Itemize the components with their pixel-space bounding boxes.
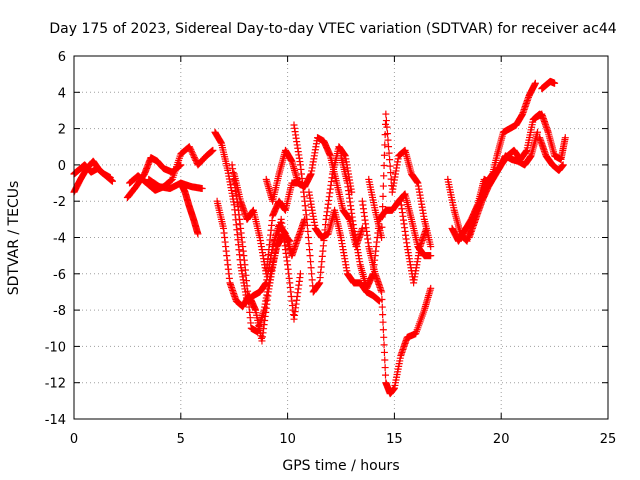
data-point xyxy=(380,333,388,341)
data-point xyxy=(381,364,389,372)
data-point xyxy=(305,240,313,248)
data-point xyxy=(106,174,114,182)
y-tick-label: -8 xyxy=(53,304,66,319)
data-point xyxy=(382,371,389,379)
data-point xyxy=(191,155,199,163)
data-point xyxy=(378,234,386,241)
data-point xyxy=(188,149,196,157)
data-point xyxy=(190,153,198,161)
data-point xyxy=(380,172,388,180)
data-point xyxy=(185,143,193,151)
x-axis-label: GPS time / hours xyxy=(282,458,399,474)
y-tick-label: 0 xyxy=(58,159,66,174)
x-tick-label: 20 xyxy=(493,432,510,447)
data-point xyxy=(379,311,387,319)
plot-frame xyxy=(73,55,609,420)
y-axis-label: SDTVAR / TECUs xyxy=(6,181,22,296)
data-point xyxy=(382,117,390,125)
data-point xyxy=(198,184,206,192)
x-tick-label: 15 xyxy=(386,432,403,447)
data-point xyxy=(186,144,194,152)
data-point xyxy=(192,156,200,164)
data-point xyxy=(305,246,313,254)
y-tick-label: -10 xyxy=(45,340,66,355)
x-tick-label: 10 xyxy=(279,432,296,447)
data-point xyxy=(382,110,390,118)
data-point xyxy=(386,156,394,164)
x-tick-label: 5 xyxy=(177,432,185,447)
y-tick-label: -14 xyxy=(45,413,66,428)
data-point xyxy=(385,149,393,157)
data-point xyxy=(378,213,386,221)
data-point xyxy=(380,151,388,159)
data-point xyxy=(304,234,312,241)
data-point xyxy=(559,161,567,169)
data-point xyxy=(189,150,197,158)
data-point xyxy=(303,221,311,229)
data-point xyxy=(381,141,389,149)
y-tick-label: 6 xyxy=(58,50,66,65)
data-point xyxy=(308,276,316,284)
data-point xyxy=(422,224,430,232)
data-point xyxy=(551,79,559,87)
y-tick-label: -6 xyxy=(53,268,66,283)
data-point xyxy=(307,258,315,266)
data-point xyxy=(187,147,195,155)
data-point xyxy=(384,136,392,144)
data-point xyxy=(427,252,435,260)
data-point xyxy=(379,203,387,211)
data-point xyxy=(385,143,393,151)
x-tick-label: 0 xyxy=(70,432,78,447)
data-point xyxy=(296,270,304,278)
chart-title: Day 175 of 2023, Sidereal Day-to-day VTE… xyxy=(49,21,616,37)
data-point xyxy=(379,318,387,326)
axis-ticks: 0 5 10 15 20 25 -14 -12 -10 -8 -6 -4 -2 0 2 4 6 xyxy=(45,50,617,447)
y-tick-label: -12 xyxy=(45,377,66,392)
data-point xyxy=(379,192,387,200)
data-point xyxy=(358,224,366,232)
data-point xyxy=(286,237,294,245)
data-point xyxy=(306,252,314,260)
data-point xyxy=(379,182,387,190)
y-tick-label: -2 xyxy=(53,195,66,210)
data-point xyxy=(386,162,394,170)
data-point xyxy=(380,162,388,170)
data-point xyxy=(380,341,388,349)
x-tick-label: 25 xyxy=(600,432,617,447)
y-tick-label: -4 xyxy=(53,232,66,247)
data-point xyxy=(383,123,391,131)
data-point xyxy=(209,146,217,154)
data-point xyxy=(427,243,435,251)
y-tick-label: 2 xyxy=(58,123,66,138)
data-point xyxy=(378,223,386,231)
data-point xyxy=(307,264,315,272)
y-tick-label: 4 xyxy=(58,86,66,101)
data-point xyxy=(383,130,391,138)
data-point xyxy=(378,303,386,311)
data-point xyxy=(304,227,312,235)
data-point xyxy=(531,79,539,87)
data-point xyxy=(427,284,435,292)
data-point xyxy=(387,169,395,177)
data-points xyxy=(70,77,569,398)
data-point xyxy=(187,146,195,154)
data-point xyxy=(303,215,311,223)
data-point xyxy=(190,152,198,160)
data-point xyxy=(308,270,316,278)
data-point xyxy=(108,177,116,185)
data-point xyxy=(561,134,569,142)
data-point xyxy=(378,288,386,296)
data-point xyxy=(534,128,542,136)
data-point xyxy=(381,356,389,364)
data-point xyxy=(380,348,388,356)
data-point xyxy=(378,296,386,304)
data-point xyxy=(387,175,395,183)
data-point xyxy=(194,230,202,238)
data-point xyxy=(379,326,387,334)
